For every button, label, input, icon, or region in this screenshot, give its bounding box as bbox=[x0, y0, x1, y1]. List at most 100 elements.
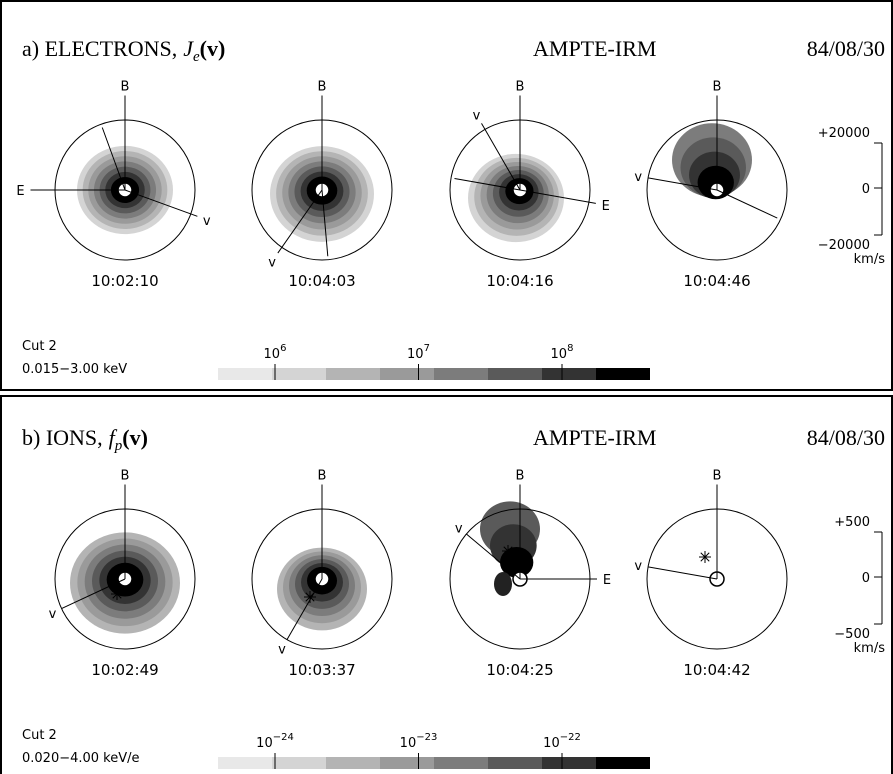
cut-label: Cut 2 bbox=[22, 728, 57, 743]
direction-line bbox=[454, 177, 521, 191]
colorbar-segment bbox=[272, 757, 326, 769]
colorbar-exponent: 8 bbox=[567, 343, 573, 354]
colorbar-label: 10−24 bbox=[256, 732, 294, 751]
colorbar-exponent: −24 bbox=[273, 732, 294, 743]
direction-line bbox=[321, 189, 329, 257]
colorbar-label: 10−22 bbox=[543, 732, 581, 751]
colorbar-segment bbox=[272, 368, 326, 380]
direction-line bbox=[277, 189, 323, 254]
colorbar-base: 10 bbox=[551, 347, 568, 362]
scale-label: −500 bbox=[834, 627, 870, 642]
colorbar-exponent: −23 bbox=[416, 732, 437, 743]
colorbar-base: 10 bbox=[407, 347, 424, 362]
colorbar-base: 10 bbox=[400, 736, 417, 751]
colorbar-segment bbox=[488, 368, 542, 380]
scale-label: +20000 bbox=[818, 126, 870, 141]
timestamp: 10:02:10 bbox=[91, 272, 158, 290]
star-marker bbox=[503, 546, 513, 556]
scale-label: −20000 bbox=[818, 238, 870, 253]
colorbar-segment bbox=[380, 757, 434, 769]
direction-label: v bbox=[455, 522, 463, 537]
symbol: J bbox=[183, 36, 194, 61]
direction-line bbox=[481, 123, 521, 191]
direction-label: B bbox=[121, 80, 130, 95]
timestamp: 10:04:16 bbox=[486, 272, 553, 290]
colorbar-label: 107 bbox=[407, 343, 430, 362]
colorbar-segment bbox=[542, 368, 596, 380]
timestamp: 10:04:25 bbox=[486, 661, 553, 679]
direction-label: v bbox=[268, 255, 276, 270]
colorbar-exponent: 6 bbox=[280, 343, 286, 354]
energy-range: 0.020−4.00 keV/e bbox=[22, 751, 140, 766]
direction-label: E bbox=[602, 199, 610, 214]
direction-label: E bbox=[603, 573, 611, 588]
direction-line bbox=[519, 189, 596, 204]
panel-label: a) ELECTRONS, bbox=[22, 36, 177, 61]
panel-border bbox=[0, 0, 893, 391]
direction-label: B bbox=[318, 80, 327, 95]
symbol: f bbox=[109, 425, 118, 450]
panel-label: b) IONS, bbox=[22, 425, 103, 450]
timestamp: 10:03:37 bbox=[288, 661, 355, 679]
colorbar-label: 106 bbox=[264, 343, 287, 362]
direction-label: B bbox=[516, 80, 525, 95]
star-marker bbox=[305, 592, 315, 602]
scale-unit: km/s bbox=[854, 252, 886, 267]
direction-label: B bbox=[713, 469, 722, 484]
scale-label: 0 bbox=[862, 182, 870, 197]
colorbar-label: 10−23 bbox=[400, 732, 438, 751]
direction-label: v bbox=[634, 170, 642, 185]
date: 84/08/30 bbox=[807, 425, 885, 450]
subscript: e bbox=[193, 49, 200, 65]
subscript: p bbox=[114, 438, 123, 454]
direction-label: v bbox=[634, 559, 642, 574]
colorbar-base: 10 bbox=[264, 347, 281, 362]
direction-line bbox=[716, 189, 778, 219]
colorbar-exponent: −22 bbox=[560, 732, 581, 743]
direction-label: B bbox=[121, 469, 130, 484]
direction-label: v bbox=[203, 214, 211, 229]
scale-label: +500 bbox=[834, 515, 870, 530]
colorbar-segment bbox=[434, 757, 488, 769]
argument: (v) bbox=[200, 36, 226, 61]
direction-line bbox=[124, 189, 198, 217]
colorbar-segment bbox=[380, 368, 434, 380]
direction-line bbox=[286, 578, 323, 640]
cut-label: Cut 2 bbox=[22, 339, 57, 354]
star-marker bbox=[700, 552, 710, 562]
timestamp: 10:02:49 bbox=[91, 661, 158, 679]
direction-label: v bbox=[473, 109, 481, 124]
colorbar-segment bbox=[218, 757, 272, 769]
panel-title: a) ELECTRONS, Je(v) bbox=[22, 36, 225, 65]
star-marker bbox=[112, 589, 122, 599]
scale-unit: km/s bbox=[854, 641, 886, 656]
colorbar-segment bbox=[488, 757, 542, 769]
direction-label: B bbox=[516, 469, 525, 484]
direction-label: E bbox=[16, 184, 24, 199]
date: 84/08/30 bbox=[807, 36, 885, 61]
timestamp: 10:04:46 bbox=[683, 272, 750, 290]
mission: AMPTE-IRM bbox=[533, 36, 656, 61]
direction-label: v bbox=[278, 642, 286, 657]
scale-label: 0 bbox=[862, 571, 870, 586]
direction-line bbox=[101, 127, 126, 191]
density-contour bbox=[494, 572, 512, 596]
direction-line bbox=[466, 533, 521, 580]
direction-label: v bbox=[49, 607, 57, 622]
direction-line bbox=[647, 177, 718, 191]
argument: (v) bbox=[122, 425, 148, 450]
colorbar-exponent: 7 bbox=[424, 343, 430, 354]
colorbar-segment bbox=[434, 368, 488, 380]
energy-range: 0.015−3.00 keV bbox=[22, 362, 127, 377]
panel-border bbox=[0, 395, 893, 774]
colorbar-base: 10 bbox=[543, 736, 560, 751]
direction-label: B bbox=[713, 80, 722, 95]
colorbar-segment bbox=[542, 757, 596, 769]
direction-label: B bbox=[318, 469, 327, 484]
colorbar-segment bbox=[596, 757, 650, 769]
colorbar-segment bbox=[218, 368, 272, 380]
colorbar-label: 108 bbox=[551, 343, 574, 362]
mission: AMPTE-IRM bbox=[533, 425, 656, 450]
timestamp: 10:04:03 bbox=[288, 272, 355, 290]
